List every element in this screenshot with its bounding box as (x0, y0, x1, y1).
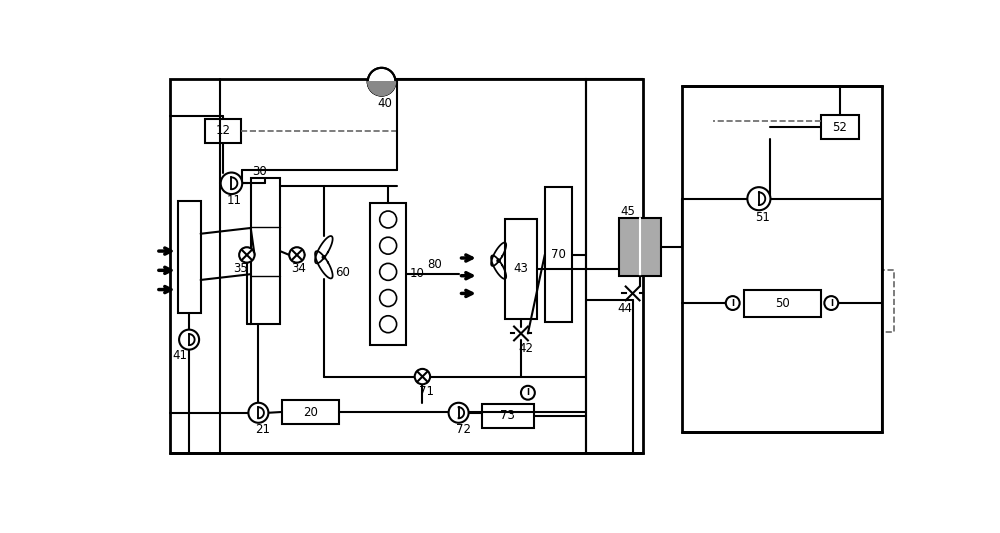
Text: 21: 21 (255, 423, 270, 436)
Text: 20: 20 (303, 406, 318, 418)
Text: 10: 10 (409, 267, 424, 280)
Bar (205, 119, 241, 143)
Circle shape (497, 259, 501, 263)
Circle shape (289, 247, 305, 263)
Text: 45: 45 (620, 205, 635, 219)
Text: 80: 80 (427, 258, 442, 271)
Text: 73: 73 (500, 409, 515, 422)
Text: 44: 44 (617, 302, 632, 316)
Bar (178, 201, 201, 313)
Text: 50: 50 (775, 296, 789, 310)
Text: 51: 51 (755, 212, 770, 224)
Circle shape (415, 369, 430, 384)
Text: 72: 72 (456, 423, 471, 436)
Bar (370, 203, 406, 345)
Polygon shape (368, 82, 395, 95)
Bar (482, 403, 534, 428)
Circle shape (248, 403, 268, 423)
Text: I: I (830, 298, 833, 308)
Circle shape (824, 296, 838, 310)
Text: 41: 41 (172, 349, 187, 361)
Circle shape (221, 173, 242, 194)
Circle shape (322, 255, 326, 259)
Circle shape (380, 211, 397, 228)
Text: 52: 52 (832, 120, 847, 134)
Text: 12: 12 (215, 124, 230, 138)
Bar (447, 382, 547, 440)
Circle shape (380, 263, 397, 280)
Bar (619, 218, 661, 276)
Circle shape (380, 237, 397, 254)
Text: I: I (526, 388, 529, 397)
Circle shape (449, 403, 469, 423)
Text: I: I (731, 298, 734, 308)
Bar (459, 205, 582, 324)
Text: 30: 30 (252, 165, 267, 178)
Bar (709, 270, 894, 332)
Text: 34: 34 (291, 262, 306, 275)
Text: 35: 35 (233, 262, 248, 275)
Circle shape (521, 386, 535, 400)
Text: 40: 40 (377, 96, 392, 110)
Bar (251, 178, 280, 324)
Bar (545, 187, 572, 322)
Circle shape (747, 187, 770, 210)
Text: 11: 11 (227, 194, 242, 207)
Circle shape (380, 316, 397, 333)
Bar (682, 85, 882, 432)
Bar (282, 400, 339, 424)
Bar (820, 115, 859, 140)
Bar (744, 289, 820, 317)
Circle shape (239, 247, 255, 263)
Circle shape (726, 296, 740, 310)
Text: 71: 71 (419, 385, 434, 399)
Bar (170, 79, 643, 453)
Circle shape (179, 329, 199, 350)
Text: 70: 70 (551, 248, 566, 261)
Bar (505, 219, 537, 319)
Circle shape (368, 68, 395, 95)
Text: 43: 43 (514, 262, 528, 275)
Text: 60: 60 (335, 266, 350, 279)
Text: 42: 42 (519, 342, 534, 356)
Bar (713, 97, 855, 216)
Circle shape (380, 289, 397, 306)
